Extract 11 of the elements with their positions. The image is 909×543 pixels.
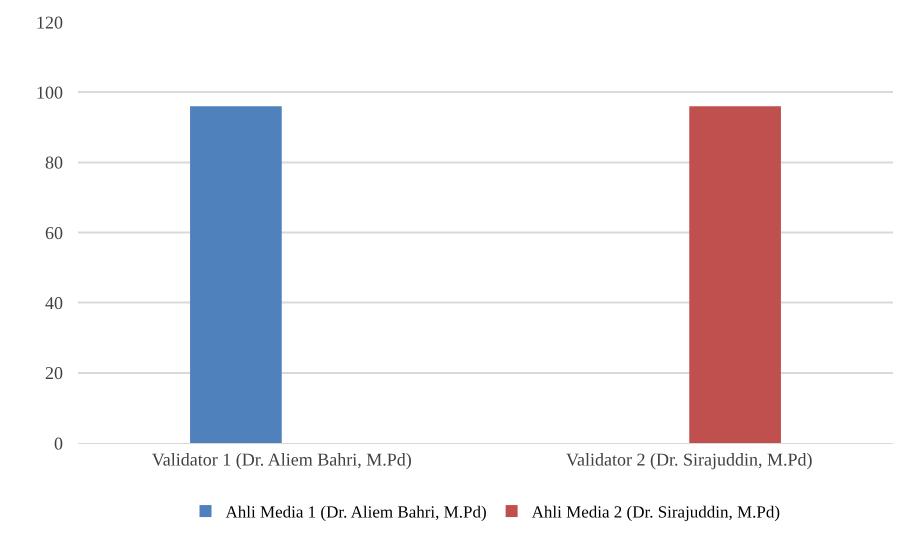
y-tick-label: 100 [36,82,63,102]
x-tick-label: Validator 2 (Dr. Sirajuddin, M.Pd) [566,450,812,470]
x-tick-label: Validator 1 (Dr. Aliem Bahri, M.Pd) [152,450,412,470]
y-tick-label: 20 [45,363,63,384]
legend-label: Ahli Media 2 (Dr. Sirajuddin, M.Pd) [532,502,780,522]
y-tick-label: 0 [54,433,63,454]
y-tick-label: 60 [45,222,63,243]
y-tick-label: 120 [36,12,63,32]
y-tick-label: 40 [45,292,63,313]
y-tick-label: 80 [45,152,63,173]
legend-label: Ahli Media 1 (Dr. Aliem Bahri, M.Pd) [226,502,487,522]
